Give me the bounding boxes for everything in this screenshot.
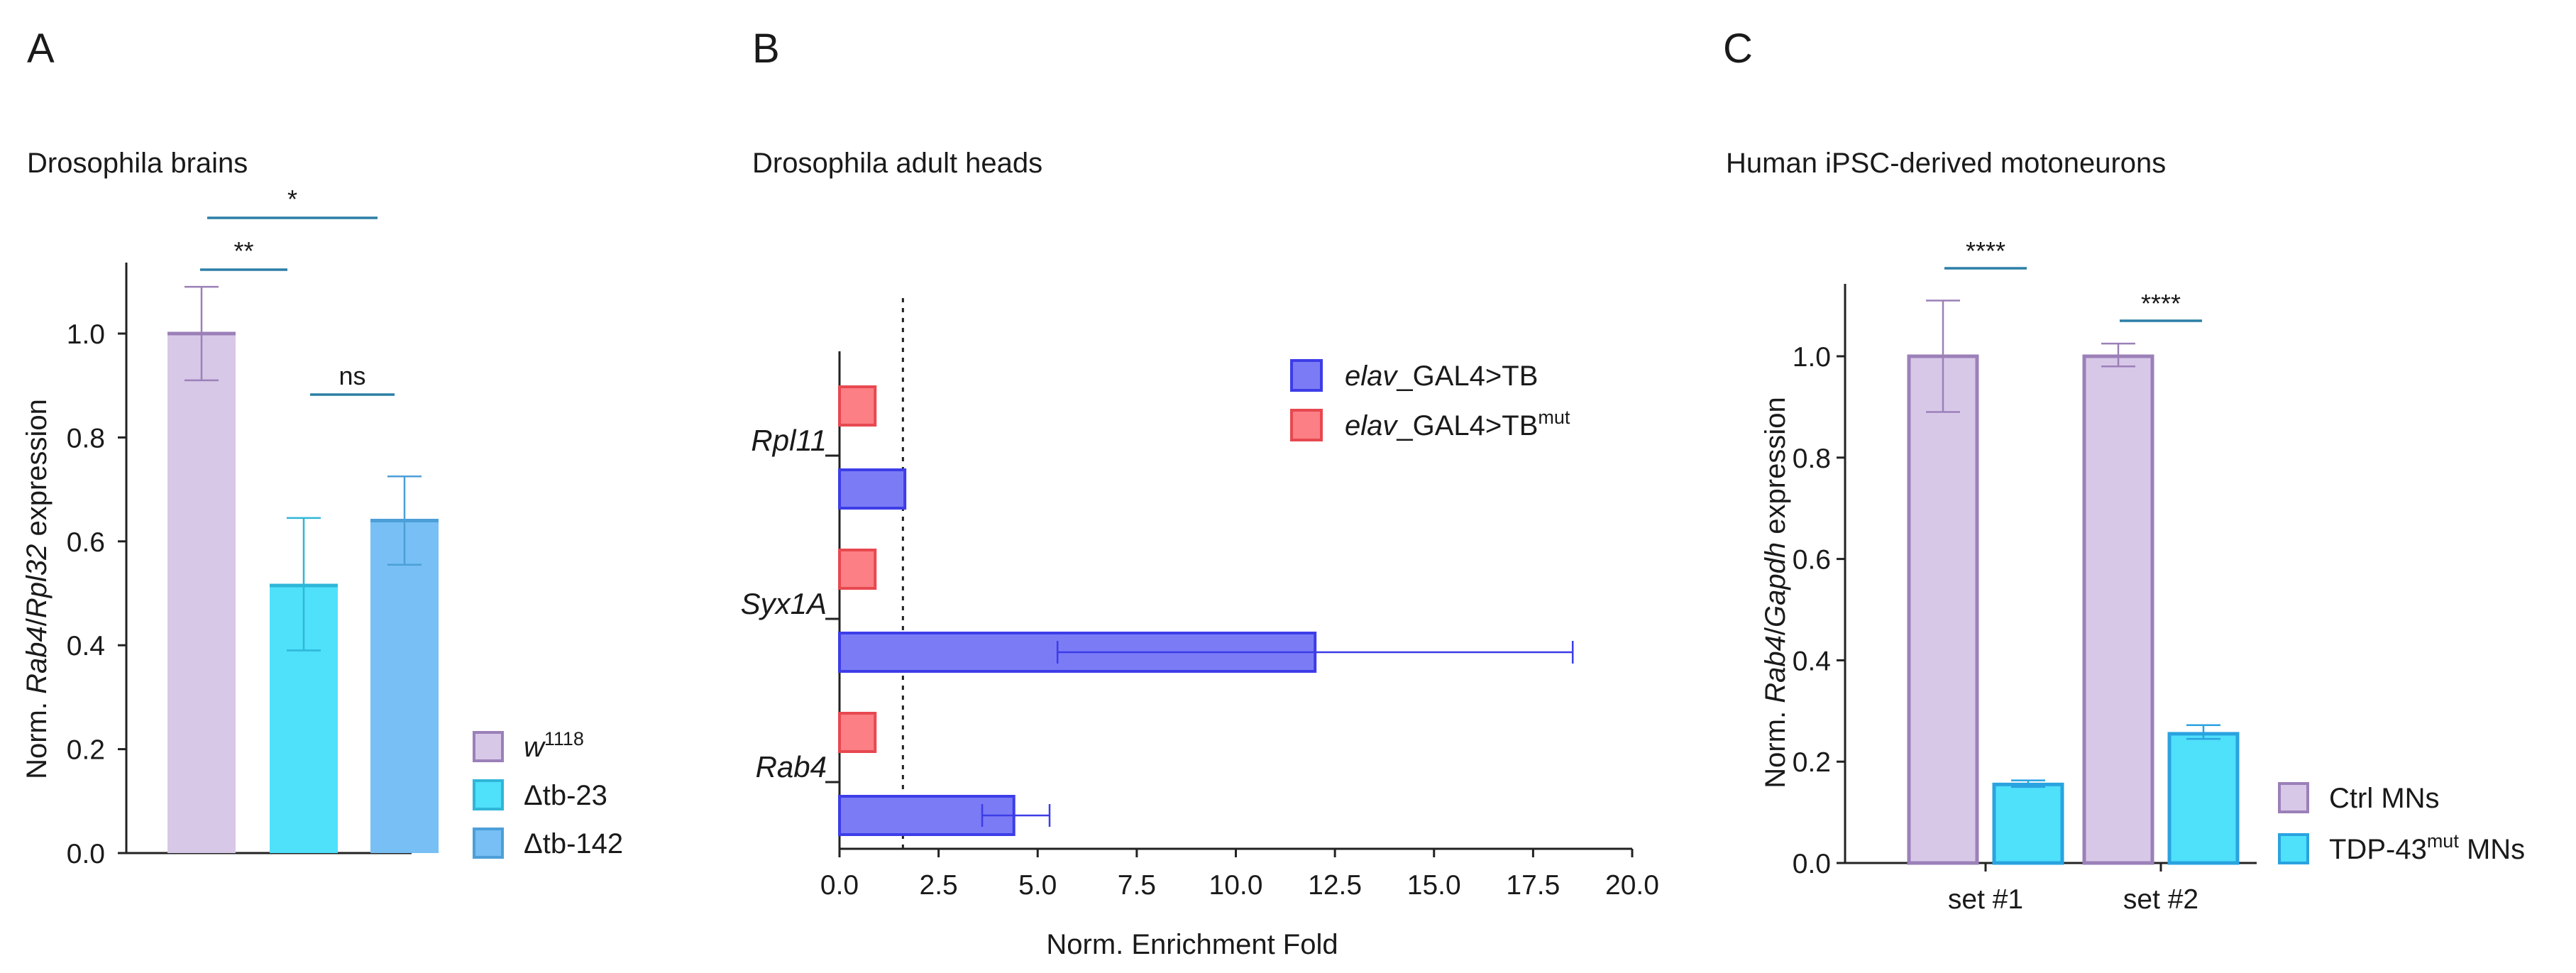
panel-c-ytick-label: 0.6 (1793, 545, 1831, 576)
panel-b-bar-tbmut (838, 712, 877, 753)
legend-swatch-tbmut (1290, 409, 1323, 441)
legend-label-dtb23: Δtb-23 (524, 780, 607, 811)
panel-a-sig-label: * (287, 185, 297, 214)
panel-c-bar-tdp (1992, 782, 2064, 865)
panel-c-bar-tdp (2167, 732, 2240, 865)
legend-label-tbmut: elav_GAL4>TBmut (1345, 407, 1570, 441)
panel-c-sig-label: **** (2141, 289, 2181, 318)
panel-a-letter: A (27, 26, 55, 72)
panel-c-ytick-label: 0.4 (1793, 646, 1831, 676)
panel-b-category-label: Syx1A (741, 587, 827, 620)
panel-c-bar-ctrl (1907, 354, 1979, 865)
panel-c: C Human iPSC-derived motoneurons 0.00.20… (1723, 26, 2525, 915)
legend-swatch-w1118 (473, 731, 504, 762)
panel-c-xtick-label: set #1 (1948, 884, 2023, 915)
legend-swatch-dtb23 (473, 779, 504, 810)
panel-b-xtick-label: 17.5 (1506, 870, 1560, 901)
panel-b-category-label: Rpl11 (751, 424, 827, 457)
panel-b-title: Drosophila adult heads (752, 148, 1042, 179)
panel-b-xtick-label: 2.5 (920, 870, 958, 901)
panel-c-ylabel: Norm. Rab4/Gapdh expression (1760, 397, 1791, 788)
panel-c-sig-label: **** (1966, 236, 2005, 265)
panel-b-xtick-label: 12.5 (1308, 870, 1362, 901)
legend-label-tb: elav_GAL4>TB (1345, 361, 1538, 392)
panel-a-sig-label: ** (233, 236, 253, 265)
panel-b-legend: elav_GAL4>TB elav_GAL4>TBmut (1290, 359, 1570, 441)
panel-a: A Drosophila brains 0.00.20.40.60.81.0**… (21, 26, 623, 869)
legend-label-dtb142: Δtb-142 (524, 828, 623, 859)
panel-a-legend: w1118 Δtb-23 Δtb-142 (473, 728, 623, 859)
panel-a-ytick-label: 0.4 (67, 631, 105, 661)
panel-a-sig-label: ns (338, 361, 365, 390)
panel-c-title: Human iPSC-derived motoneurons (1726, 148, 2166, 179)
panel-c-ytick-label: 0.2 (1793, 747, 1831, 778)
panel-a-ytick-label: 1.0 (67, 319, 105, 350)
legend-swatch-tdp (2278, 833, 2309, 864)
panel-c-ytick-label: 0.8 (1793, 444, 1831, 474)
legend-label-ctrl: Ctrl MNs (2329, 783, 2440, 814)
panel-c-xtick-label: set #2 (2123, 884, 2198, 915)
panel-a-ytick-label: 0.8 (67, 423, 105, 453)
panel-b-category-label: Rab4 (756, 750, 827, 784)
panel-b-bar-tb (838, 468, 907, 510)
legend-label-w1118: w1118 (524, 728, 584, 763)
panel-b-bar-tbmut (838, 549, 877, 590)
panel-a-ytick-label: 0.0 (67, 839, 105, 869)
panel-b-xtick-label: 7.5 (1118, 870, 1156, 901)
panel-c-letter: C (1723, 26, 1753, 72)
panel-a-ylabel: Norm. Rab4/Rpl32 expression (21, 399, 53, 779)
panel-a-bar (167, 334, 236, 853)
legend-swatch-tb (1290, 359, 1323, 392)
panel-c-ytick-label: 1.0 (1793, 342, 1831, 373)
panel-c-plot: 0.0 0.2 0.4 0.6 0.8 1.0 set #1 set #2 **** **** (1793, 236, 2257, 915)
panel-b-xlabel: Norm. Enrichment Fold (1046, 929, 1338, 960)
panel-a-bar (370, 520, 439, 853)
panel-b-xtick-label: 15.0 (1407, 870, 1461, 901)
panel-b-xtick-label: 0.0 (820, 870, 859, 901)
panel-b-bar-tbmut (838, 385, 877, 427)
panel-b-letter: B (752, 26, 780, 72)
legend-swatch-ctrl (2278, 782, 2309, 813)
panel-b-xtick-label: 20.0 (1605, 870, 1659, 901)
panel-b: B Drosophila adult heads 0.0 2.5 5.0 7.5 10.… (741, 26, 1659, 960)
legend-swatch-dtb142 (473, 828, 504, 859)
panel-a-plot: 0.00.20.40.60.81.0***ns (67, 185, 439, 869)
panel-b-xtick-label: 10.0 (1209, 870, 1263, 901)
panel-a-ytick-label: 0.6 (67, 527, 105, 558)
panel-c-ytick-label: 0.0 (1793, 849, 1831, 879)
panel-b-xtick-label: 5.0 (1018, 870, 1057, 901)
panel-c-bar-ctrl (2082, 354, 2154, 865)
legend-label-tdp: TDP-43mut MNs (2329, 830, 2525, 865)
panel-a-title: Drosophila brains (27, 148, 248, 179)
panel-c-legend: Ctrl MNs TDP-43mut MNs (2278, 782, 2525, 865)
panel-a-ytick-label: 0.2 (67, 735, 105, 766)
panel-b-plot: 0.0 2.5 5.0 7.5 10.0 12.5 15.0 17.5 20.0 Rpl11 Syx… (741, 298, 1659, 901)
